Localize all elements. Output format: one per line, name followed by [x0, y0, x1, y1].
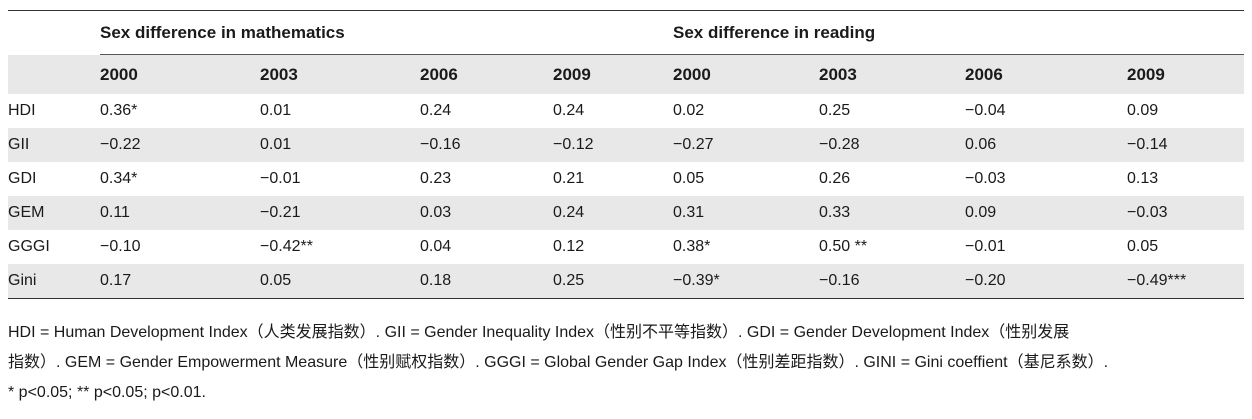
- table-row: GGGI −0.10 −0.42** 0.04 0.12 0.38* 0.50 …: [8, 230, 1244, 264]
- table-cell: 0.33: [819, 196, 965, 230]
- row-label: GEM: [8, 196, 100, 230]
- table-cell: 0.24: [553, 102, 585, 119]
- table-cell: −0.49***: [1127, 264, 1244, 299]
- row-label: GDI: [8, 170, 37, 187]
- table-cell: 0.03: [420, 196, 553, 230]
- table-cell: −0.39*: [673, 264, 819, 299]
- table-cell: 0.25: [819, 102, 851, 119]
- year-header: 2009: [553, 54, 673, 94]
- table-cell: 0.13: [1127, 170, 1159, 187]
- table-cell: 0.05: [673, 170, 705, 187]
- table-cell: −0.28: [819, 128, 965, 162]
- table-cell: −0.03: [1127, 196, 1244, 230]
- table-cell: 0.09: [1127, 102, 1159, 119]
- row-label: GGGI: [8, 238, 50, 255]
- row-label: HDI: [8, 102, 36, 119]
- table-cell: 0.38*: [673, 238, 711, 255]
- table-cell: −0.21: [260, 196, 420, 230]
- table-cell: 0.06: [965, 128, 1127, 162]
- year-header: 2000: [100, 54, 260, 94]
- table-cell: 0.05: [1127, 238, 1159, 255]
- table-cell: 0.24: [420, 102, 452, 119]
- table-cell: −0.14: [1127, 128, 1244, 162]
- table-cell: 0.50 **: [819, 238, 868, 255]
- year-header: 2003: [819, 54, 965, 94]
- table-cell: −0.01: [965, 238, 1006, 255]
- table-cell: −0.27: [673, 128, 819, 162]
- table-cell: 0.01: [260, 102, 292, 119]
- table-cell: 0.23: [420, 170, 452, 187]
- notes-line-1: HDI = Human Development Index（人类发展指数）. G…: [8, 324, 1070, 341]
- year-header: 2006: [420, 54, 553, 94]
- table-cell: 0.09: [965, 196, 1127, 230]
- table-cell: 0.36*: [100, 102, 138, 119]
- group-header-math: Sex difference in mathematics: [100, 11, 673, 55]
- row-label: Gini: [8, 264, 100, 299]
- notes-line-3: * p<0.05; ** p<0.05; p<0.01.: [8, 384, 206, 401]
- table-row: GEM 0.11 −0.21 0.03 0.24 0.31 0.33 0.09 …: [8, 196, 1244, 230]
- table-cell: 0.05: [260, 264, 420, 299]
- table-cell: −0.16: [819, 264, 965, 299]
- table-cell: 0.17: [100, 264, 260, 299]
- table-cell: 0.04: [420, 238, 452, 255]
- table-cell: 0.02: [673, 102, 705, 119]
- table-cell: −0.16: [420, 128, 553, 162]
- year-header: 2000: [673, 54, 819, 94]
- table-cell: −0.20: [965, 264, 1127, 299]
- table-cell: −0.01: [260, 170, 301, 187]
- group-header-reading: Sex difference in reading: [673, 11, 1244, 55]
- correlation-table: Sex difference in mathematics Sex differ…: [8, 10, 1244, 299]
- table-row: Gini 0.17 0.05 0.18 0.25 −0.39* −0.16 −0…: [8, 264, 1244, 299]
- year-header: 2006: [965, 54, 1127, 94]
- table-cell: −0.42**: [260, 238, 313, 255]
- table-cell: 0.25: [553, 264, 673, 299]
- year-header: 2003: [260, 54, 420, 94]
- table-cell: −0.03: [965, 170, 1006, 187]
- table-cell: 0.31: [673, 196, 819, 230]
- row-label: GII: [8, 128, 100, 162]
- table-cell: −0.10: [100, 238, 141, 255]
- table-row: GII −0.22 0.01 −0.16 −0.12 −0.27 −0.28 0…: [8, 128, 1244, 162]
- table-row: HDI 0.36* 0.01 0.24 0.24 0.02 0.25 −0.04…: [8, 94, 1244, 128]
- table-cell: 0.11: [100, 196, 260, 230]
- table-cell: 0.21: [553, 170, 585, 187]
- table-cell: 0.01: [260, 128, 420, 162]
- table-cell: 0.18: [420, 264, 553, 299]
- table-row: GDI 0.34* −0.01 0.23 0.21 0.05 0.26 −0.0…: [8, 162, 1244, 196]
- notes-line-2: 指数）. GEM = Gender Empowerment Measure（性别…: [8, 354, 1109, 371]
- group-header-row: Sex difference in mathematics Sex differ…: [8, 11, 1244, 55]
- table-cell: −0.12: [553, 128, 673, 162]
- table-cell: −0.04: [965, 102, 1006, 119]
- table-cell: 0.24: [553, 196, 673, 230]
- year-header-row: 2000 2003 2006 2009 2000 2003 2006 2009: [8, 54, 1244, 94]
- year-header: 2009: [1127, 54, 1244, 94]
- table-cell: 0.34*: [100, 170, 138, 187]
- table-notes: HDI = Human Development Index（人类发展指数）. G…: [8, 318, 1248, 408]
- table-cell: 0.26: [819, 170, 851, 187]
- table-cell: −0.22: [100, 128, 260, 162]
- table-cell: 0.12: [553, 238, 585, 255]
